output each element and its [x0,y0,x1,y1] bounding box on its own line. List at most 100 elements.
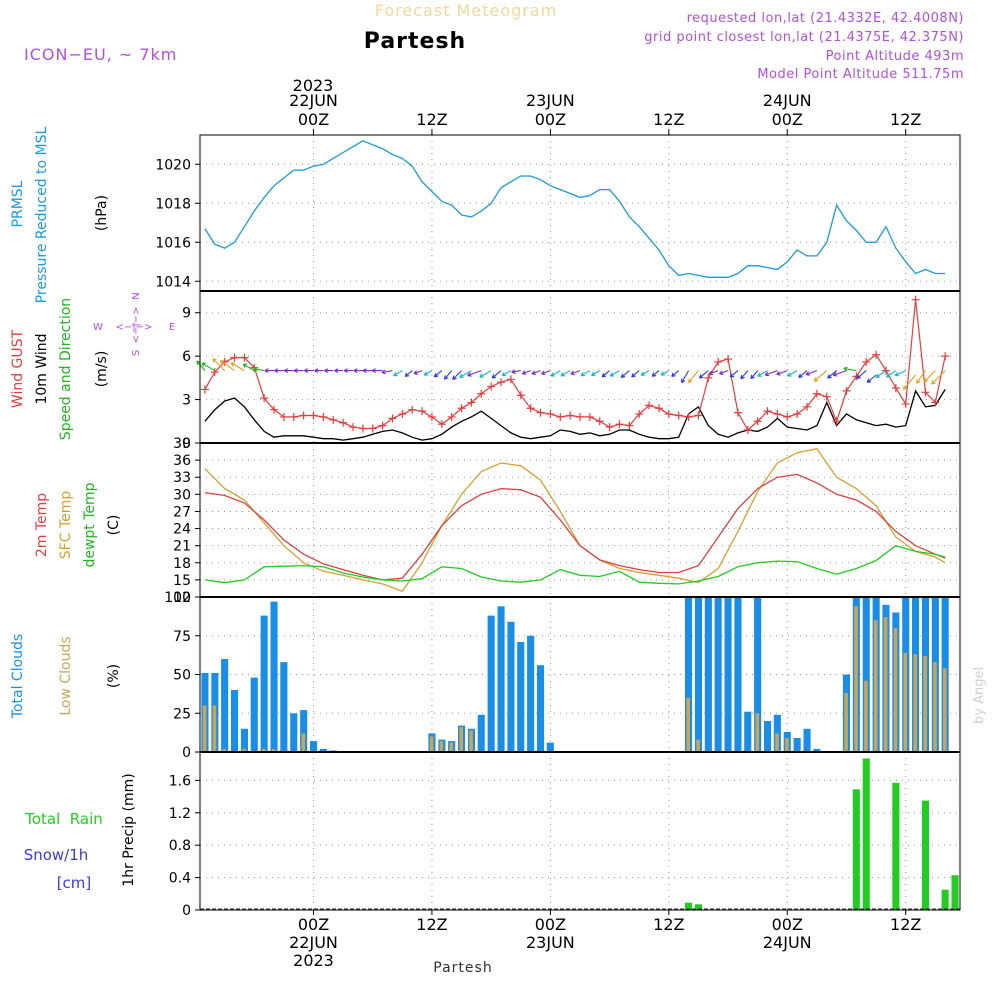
wind-direction-arrow [264,368,274,373]
gust-point [753,417,762,426]
wind-direction-arrow [293,368,304,373]
precip-bar [921,800,929,910]
gust-point [289,412,298,421]
wind-direction-arrow [681,370,690,384]
gust-point [230,353,239,362]
low-cloud-bar [212,705,217,752]
panel-bg-precip [200,752,960,910]
ytick-label-temperature: 33 [173,470,191,486]
bottom-time-label: 23JUN [526,933,575,952]
wind-direction-arrow [718,370,729,375]
low-cloud-bar [943,668,947,752]
wind-direction-arrow [698,370,709,379]
wind-direction-arrow [467,370,482,377]
total-cloud-bar [734,597,742,752]
bottom-time-label: 12Z [890,915,921,934]
precip-bar [852,789,860,910]
wind-direction-arrow [541,370,551,376]
label-snow: Snow/1h [24,846,89,864]
wind-direction-arrow [443,370,453,380]
total-cloud-bar [764,721,772,752]
wind-direction-arrow [671,370,680,378]
label-pressure-msl: Pressure Reduced to MSL [34,126,50,303]
gust-point [200,385,209,394]
wind-direction-arrow [805,370,818,376]
low-cloud-bar [775,733,779,752]
wind-direction-arrow [423,370,433,376]
low-cloud-bar [883,617,888,752]
wind-direction-arrow [757,370,768,377]
label-10m-wind: 10m Wind [34,333,50,404]
wind-direction-arrow [832,370,847,377]
gust-point [487,382,496,391]
total-cloud-bar [240,728,248,753]
wind-direction-arrow [371,368,383,373]
wind-direction-arrow [708,370,719,376]
total-cloud-bar [270,601,278,752]
gust-point [210,368,219,377]
wind-speed-line [204,389,946,441]
wind-direction-arrow [459,370,472,378]
wind-direction-arrow [750,370,759,380]
gust-point [615,420,624,429]
gust-point [566,411,575,420]
low-cloud-bar [933,662,937,752]
total-cloud-bar [231,690,239,752]
wind-direction-arrow [687,370,699,384]
ytick-label-pressure: 1014 [155,274,191,290]
wind-direction-arrow [521,370,531,375]
ytick-label-pressure: 1016 [155,235,191,251]
ytick-label-clouds: 25 [173,706,191,722]
wind-direction-arrow [531,370,541,375]
low-cloud-bar [459,727,463,752]
gust-point [694,411,703,420]
compass-s: S [131,350,142,356]
ytick-label-clouds: 75 [173,629,191,645]
credit-watermark: by Angel [972,667,987,724]
gust-point [477,389,486,398]
compass-e: E [169,322,175,333]
wind-direction-arrow [404,370,413,378]
gust-point [398,410,407,419]
gust-point [595,417,604,426]
precip-bar [862,758,870,910]
low-cloud-bar [262,748,266,752]
gust-point [872,350,881,359]
wind-direction-arrow [729,370,739,378]
ytick-label-wind: 6 [182,349,191,365]
label-speed-direction: Speed and Direction [58,298,74,440]
ytick-label-wind: 3 [182,393,191,409]
wind-direction-arrow [274,368,284,373]
low-cloud-bar [469,730,473,752]
gust-point [704,373,713,382]
footer-place: Partesh [433,960,492,976]
ytick-label-temperature: 15 [173,573,191,589]
wind-direction-arrow [931,370,946,385]
ytick-label-precip: 0.4 [169,871,191,887]
total-cloud-bar [803,728,811,753]
gust-point [388,414,397,423]
temp2m-line [204,473,946,581]
wind-direction-arrow [856,370,867,380]
ytick-label-temperature: 24 [173,522,191,538]
gust-point [467,398,476,407]
total-cloud-bar [487,615,495,752]
gust-point [654,404,663,413]
wind-direction-arrow [304,368,314,373]
wind-direction-arrow [651,370,660,377]
model-altitude: Model Point Altitude 511.75m [757,67,964,82]
wind-direction-arrow [212,358,226,371]
bottom-time-label: 2023 [293,951,334,970]
gust-point [457,404,466,413]
top-time-label: 12Z [416,110,447,129]
gust-point [418,407,427,416]
wind-direction-arrow [284,368,294,373]
total-cloud-bar [290,713,298,753]
gust-point [783,412,792,421]
wind-direction-arrow [894,370,906,377]
gust-point [260,394,269,403]
gust-point [309,411,318,420]
panel-bg-pressure [200,135,960,291]
label-precip: 1hr Precip (mm) [121,773,137,886]
